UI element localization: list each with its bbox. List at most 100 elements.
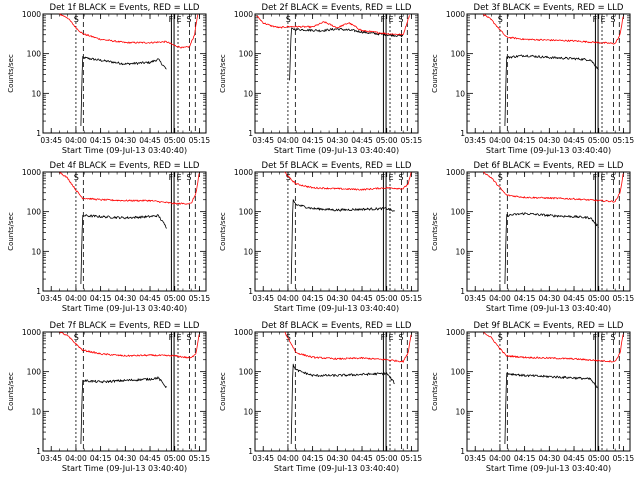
panel-det-2: Det 2f BLACK = Events, RED = LLD 1 10 100 10…	[219, 3, 422, 155]
x-tick-label: 04:30	[539, 454, 561, 463]
series-events-line	[80, 376, 167, 445]
plot-frame	[466, 331, 631, 452]
x-axis-label: Start Time (09-Jul-13 03:40:40)	[486, 464, 611, 473]
marker-label: S	[74, 15, 79, 24]
x-axis-label: Start Time (09-Jul-13 03:40:40)	[62, 464, 187, 473]
x-tick-label: 04:00	[277, 136, 299, 145]
y-tick-label: 1	[36, 447, 41, 456]
x-tick-label: 04:30	[539, 294, 561, 303]
plot-frame	[42, 331, 207, 452]
marker-label: F	[381, 333, 386, 342]
y-axis-label: Counts/sec	[7, 54, 15, 93]
panel-title: Det 7f BLACK = Events, RED = LLD	[50, 321, 200, 331]
x-tick-label: 04:15	[514, 454, 536, 463]
x-tick-label: 04:30	[115, 136, 137, 145]
x-axis-label: Start Time (09-Jul-13 03:40:40)	[274, 146, 399, 155]
y-tick-label: 1000	[234, 10, 253, 19]
x-tick-label: 04:00	[489, 136, 511, 145]
x-tick-label: 04:30	[327, 454, 349, 463]
x-tick-label: 05:15	[613, 454, 635, 463]
panel-title: Det 5f BLACK = Events, RED = LLD	[262, 161, 412, 171]
x-tick-label: 04:00	[65, 454, 87, 463]
plot-frame	[254, 13, 419, 134]
panel-title: Det 8f BLACK = Events, RED = LLD	[262, 321, 412, 331]
plot-frame	[254, 171, 419, 292]
panel-det-7: Det 7f BLACK = Events, RED = LLD 1 10 100 10…	[7, 321, 210, 473]
y-tick-label: 100	[27, 50, 42, 59]
x-tick-label: 04:15	[90, 294, 112, 303]
x-tick-label: 04:15	[514, 294, 536, 303]
y-tick-label: 1000	[22, 10, 41, 19]
series-lld-line	[59, 172, 200, 205]
series-events-line	[504, 54, 599, 127]
series-lld-line	[284, 171, 412, 191]
panel-det-4: Det 4f BLACK = Events, RED = LLD 1 10 100 10…	[7, 161, 210, 313]
y-tick-label: 100	[27, 368, 42, 377]
x-tick-label: 05:15	[613, 136, 635, 145]
x-axis-label: Start Time (09-Jul-13 03:40:40)	[274, 304, 399, 313]
panel-det-9: Det 9f BLACK = Events, RED = LLD 1 10 100 10…	[431, 321, 634, 473]
x-axis-label: Start Time (09-Jul-13 03:40:40)	[62, 146, 187, 155]
panel-title: Det 4f BLACK = Events, RED = LLD	[50, 161, 200, 171]
y-tick-label: 100	[451, 208, 466, 217]
x-tick-label: 05:15	[401, 454, 423, 463]
x-tick-label: 04:15	[302, 294, 324, 303]
x-tick-label: 04:45	[351, 294, 373, 303]
plot-frame	[254, 331, 419, 452]
x-tick-label: 05:00	[376, 136, 398, 145]
x-tick-label: 04:00	[277, 294, 299, 303]
x-tick-label: 04:00	[489, 294, 511, 303]
x-tick-label: 05:00	[588, 294, 610, 303]
marker-label: S	[186, 173, 191, 182]
x-tick-label: 04:30	[115, 294, 137, 303]
marker-label: S	[610, 333, 615, 342]
x-tick-label: 04:45	[139, 454, 161, 463]
y-tick-label: 100	[239, 50, 254, 59]
marker-label: F	[381, 15, 386, 24]
y-tick-label: 10	[243, 247, 253, 256]
marker-label: E	[177, 333, 182, 342]
x-tick-label: 03:45	[464, 136, 486, 145]
marker-label: E	[601, 15, 606, 24]
y-tick-label: 1000	[22, 168, 41, 177]
x-tick-label: 05:00	[164, 454, 186, 463]
y-axis-label: Counts/sec	[7, 372, 15, 411]
y-tick-label: 100	[27, 208, 42, 217]
marker-label: F	[169, 15, 174, 24]
y-axis-label: Counts/sec	[431, 212, 439, 251]
panel-det-5: Det 5f BLACK = Events, RED = LLD 1 10 100 10…	[219, 161, 422, 313]
y-tick-label: 1000	[234, 328, 253, 337]
marker-label: S	[498, 173, 503, 182]
marker-label: S	[286, 333, 291, 342]
x-tick-label: 03:45	[40, 454, 62, 463]
x-tick-label: 03:45	[464, 294, 486, 303]
y-tick-label: 1000	[234, 168, 253, 177]
marker-label: F	[593, 333, 598, 342]
marker-label: F	[593, 15, 598, 24]
x-tick-label: 03:45	[252, 454, 274, 463]
plot-frame	[42, 13, 207, 134]
marker-label: S	[286, 173, 291, 182]
marker-label: S	[186, 333, 191, 342]
y-tick-label: 1	[460, 129, 465, 138]
y-axis-label: Counts/sec	[219, 212, 227, 251]
y-tick-label: 100	[451, 368, 466, 377]
marker-label: E	[389, 173, 394, 182]
series-events-line	[290, 363, 395, 445]
series-events-line	[289, 27, 404, 81]
series-events-line	[504, 212, 599, 285]
plot-frame	[466, 171, 631, 292]
x-tick-label: 05:15	[189, 294, 211, 303]
x-tick-label: 04:15	[302, 136, 324, 145]
x-tick-label: 03:45	[252, 294, 274, 303]
series-lld-line	[59, 332, 200, 359]
x-tick-label: 05:00	[588, 454, 610, 463]
marker-label: S	[74, 173, 79, 182]
marker-label: E	[177, 173, 182, 182]
x-tick-label: 05:00	[164, 136, 186, 145]
y-tick-label: 10	[243, 407, 253, 416]
x-tick-label: 05:15	[401, 136, 423, 145]
x-tick-label: 04:00	[65, 294, 87, 303]
x-tick-label: 04:30	[539, 136, 561, 145]
